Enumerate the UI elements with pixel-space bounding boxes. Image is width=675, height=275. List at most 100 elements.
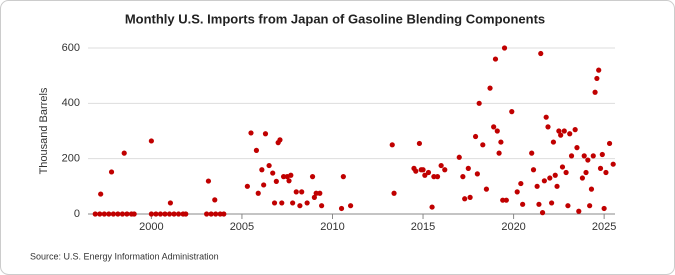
point xyxy=(574,145,580,151)
point xyxy=(491,124,497,130)
y-tick-label: 200 xyxy=(62,153,80,165)
point xyxy=(92,211,98,217)
point xyxy=(153,211,159,217)
x-tick-label: 2005 xyxy=(230,221,254,233)
point xyxy=(115,211,121,217)
point xyxy=(559,164,566,170)
point xyxy=(157,211,164,217)
point xyxy=(500,197,506,203)
point xyxy=(549,200,555,206)
point xyxy=(456,154,462,160)
point xyxy=(317,190,323,196)
point xyxy=(389,142,395,148)
point xyxy=(565,203,571,209)
point xyxy=(290,200,296,206)
point xyxy=(601,205,607,212)
point xyxy=(255,190,261,196)
point xyxy=(425,169,432,176)
point xyxy=(543,114,549,120)
point xyxy=(304,200,310,206)
point xyxy=(244,183,250,189)
point xyxy=(561,128,567,134)
point xyxy=(279,200,285,206)
point xyxy=(567,131,573,137)
point xyxy=(286,178,292,184)
point xyxy=(429,204,435,210)
point xyxy=(530,167,537,173)
point xyxy=(545,124,551,130)
point xyxy=(501,45,508,51)
point xyxy=(108,169,115,175)
point xyxy=(221,211,227,217)
point xyxy=(585,157,591,163)
point xyxy=(554,183,560,189)
point xyxy=(166,211,173,217)
point xyxy=(480,142,486,148)
point xyxy=(610,161,616,167)
point xyxy=(261,182,267,188)
point xyxy=(309,174,316,180)
point xyxy=(496,150,502,156)
point xyxy=(442,167,448,173)
point xyxy=(556,128,562,134)
y-tick-label: 0 xyxy=(74,208,80,220)
point xyxy=(319,203,325,209)
point xyxy=(583,169,589,176)
point xyxy=(420,167,426,173)
point xyxy=(474,171,480,177)
point xyxy=(183,211,189,217)
point xyxy=(576,208,582,214)
point xyxy=(175,211,182,217)
point xyxy=(460,174,466,180)
point xyxy=(514,189,520,195)
point xyxy=(262,131,269,137)
point xyxy=(311,194,317,200)
point xyxy=(271,200,278,206)
point xyxy=(413,168,419,174)
point xyxy=(538,50,544,57)
point xyxy=(293,189,299,195)
point xyxy=(603,169,609,176)
point xyxy=(529,150,535,156)
point xyxy=(467,194,473,200)
point xyxy=(212,197,218,203)
point xyxy=(587,203,593,209)
point xyxy=(340,174,346,180)
point xyxy=(213,211,219,217)
point xyxy=(606,140,613,147)
point xyxy=(121,150,127,156)
point xyxy=(520,201,526,207)
point xyxy=(476,100,482,106)
point xyxy=(558,132,564,138)
point xyxy=(547,175,553,181)
point xyxy=(162,211,168,217)
point xyxy=(465,165,471,171)
point xyxy=(539,210,546,216)
point xyxy=(266,162,272,169)
point xyxy=(338,205,345,212)
point xyxy=(288,172,294,178)
y-tick-label: 400 xyxy=(62,97,80,109)
point xyxy=(259,167,265,173)
point xyxy=(487,85,493,91)
point xyxy=(509,109,515,115)
point xyxy=(106,211,112,217)
point xyxy=(280,174,287,180)
y-tick-label: 600 xyxy=(62,42,80,54)
point xyxy=(208,211,214,217)
point xyxy=(594,75,600,82)
point xyxy=(552,172,558,178)
point xyxy=(588,186,595,192)
point xyxy=(494,128,500,134)
point xyxy=(204,211,210,217)
point xyxy=(97,211,103,217)
x-tick-label: 2015 xyxy=(411,221,435,233)
point xyxy=(101,211,107,217)
x-tick-label: 2000 xyxy=(139,221,163,233)
x-tick-label: 2020 xyxy=(501,221,525,233)
point xyxy=(131,211,137,217)
point xyxy=(299,189,305,195)
point xyxy=(248,130,254,136)
point xyxy=(434,174,441,180)
point xyxy=(599,151,605,158)
